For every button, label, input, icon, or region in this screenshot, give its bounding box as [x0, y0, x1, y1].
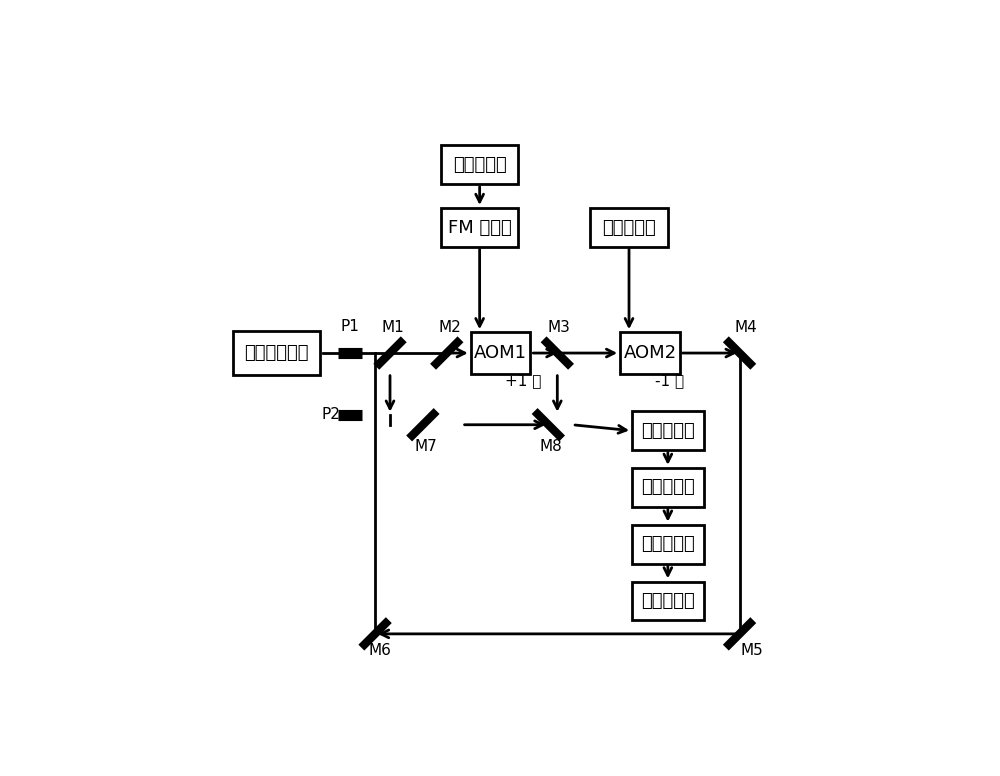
- FancyBboxPatch shape: [632, 411, 704, 450]
- FancyBboxPatch shape: [632, 468, 704, 507]
- Text: M3: M3: [548, 320, 571, 335]
- Text: 激光器测振仪: 激光器测振仪: [244, 344, 309, 362]
- Text: 正弦信号源: 正弦信号源: [602, 219, 656, 237]
- Text: M7: M7: [414, 439, 437, 455]
- Text: M1: M1: [382, 320, 404, 335]
- Text: +1 级: +1 级: [505, 373, 542, 389]
- FancyBboxPatch shape: [620, 332, 680, 374]
- Text: M8: M8: [540, 439, 563, 455]
- FancyBboxPatch shape: [233, 331, 320, 376]
- Text: M4: M4: [734, 320, 757, 335]
- FancyBboxPatch shape: [441, 145, 518, 184]
- Text: M2: M2: [438, 320, 461, 335]
- Text: AOM1: AOM1: [474, 344, 527, 362]
- FancyBboxPatch shape: [590, 208, 668, 247]
- Text: M6: M6: [368, 643, 391, 657]
- Text: 电子计算机: 电子计算机: [641, 592, 695, 610]
- Text: FM 信号源: FM 信号源: [448, 219, 512, 237]
- FancyBboxPatch shape: [471, 332, 530, 374]
- Text: M5: M5: [740, 643, 763, 657]
- Text: P2: P2: [321, 407, 340, 422]
- Text: 数字示波器: 数字示波器: [641, 535, 695, 553]
- Text: 滤波放大器: 滤波放大器: [641, 479, 695, 497]
- Text: -1 级: -1 级: [655, 373, 684, 389]
- FancyBboxPatch shape: [632, 525, 704, 563]
- FancyBboxPatch shape: [441, 208, 518, 247]
- Text: AOM2: AOM2: [623, 344, 676, 362]
- Text: P1: P1: [341, 319, 359, 334]
- Text: 光电探测器: 光电探测器: [641, 421, 695, 440]
- Text: 方波信号源: 方波信号源: [453, 156, 507, 174]
- FancyBboxPatch shape: [632, 581, 704, 621]
